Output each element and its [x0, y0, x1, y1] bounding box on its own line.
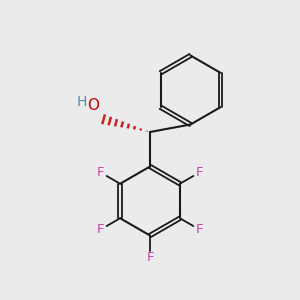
Text: F: F — [195, 166, 203, 179]
Text: F: F — [195, 223, 203, 236]
Text: H: H — [77, 95, 87, 109]
Text: F: F — [97, 223, 105, 236]
Text: F: F — [146, 251, 154, 264]
Text: F: F — [97, 166, 105, 179]
Text: O: O — [87, 98, 99, 112]
